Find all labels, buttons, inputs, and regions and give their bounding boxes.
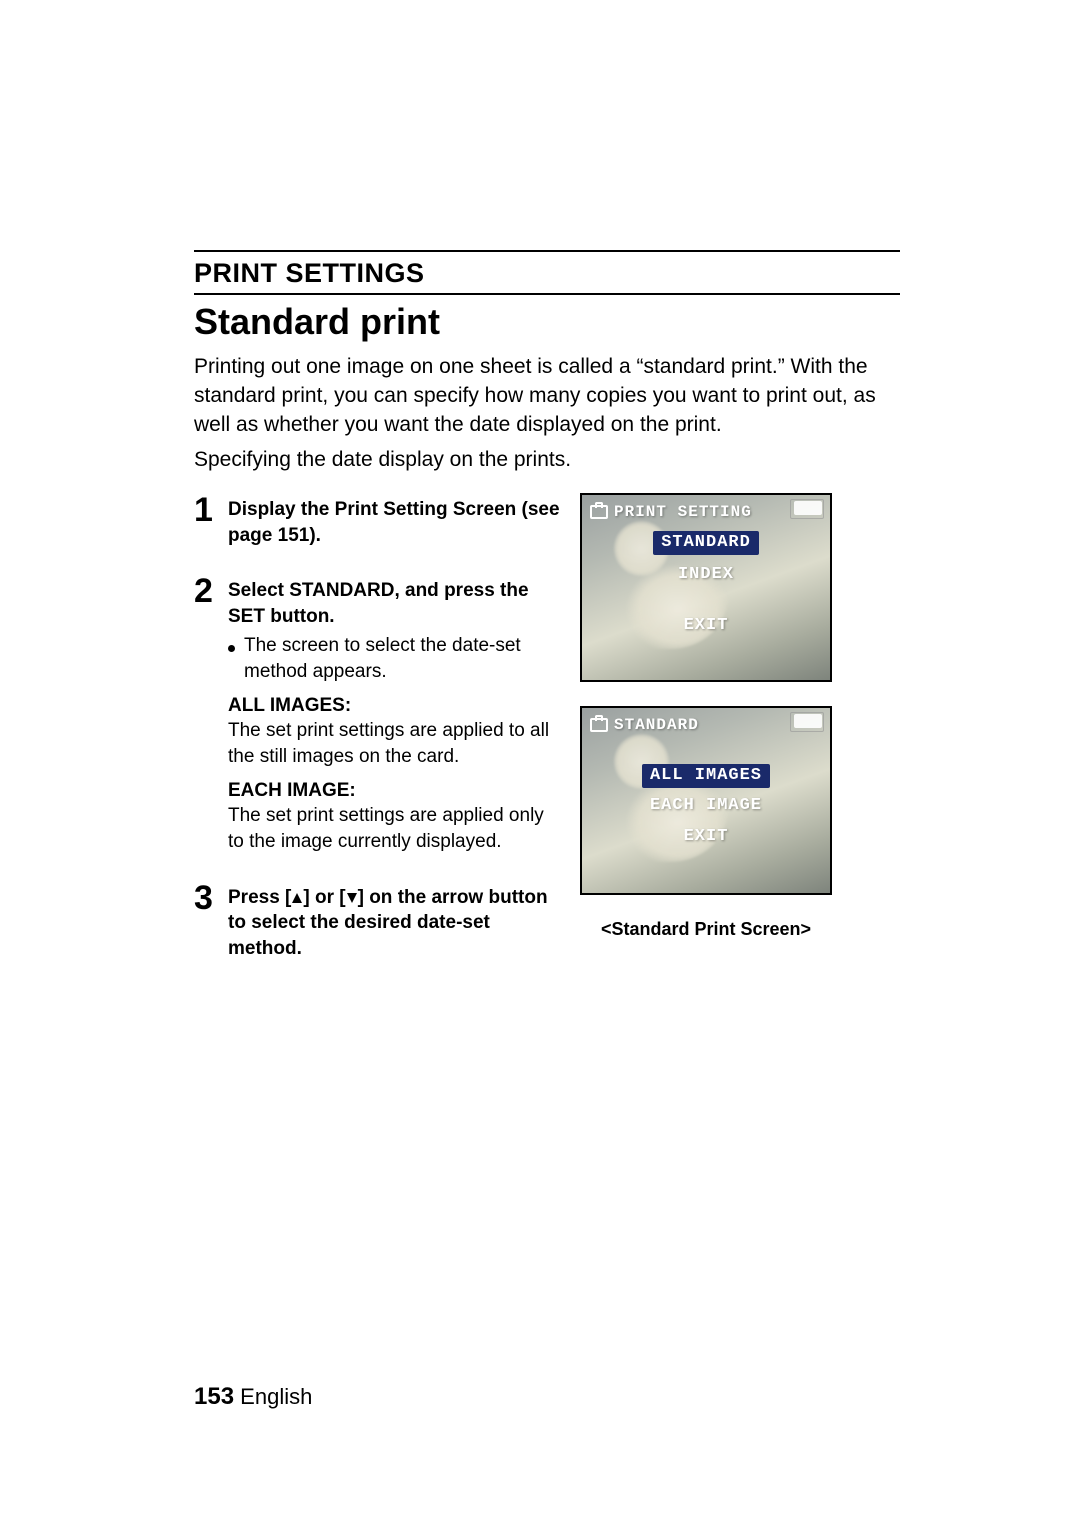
printer-icon xyxy=(590,505,608,519)
bullet-icon xyxy=(228,633,244,684)
menu-item-exit[interactable]: EXIT xyxy=(676,614,737,638)
each-image-label: EACH IMAGE: xyxy=(228,778,562,804)
page-footer: 153 English xyxy=(194,1383,312,1411)
screens-column: PRINT SETTING STANDARD INDEX EXIT STANDA… xyxy=(572,493,832,988)
manual-page: PRINT SETTINGS Standard print Printing o… xyxy=(0,0,1080,1529)
screen-caption: <Standard Print Screen> xyxy=(580,919,832,940)
step-3-pre: Press [ xyxy=(228,887,291,908)
triangle-down-icon xyxy=(346,892,358,904)
page-number: 153 xyxy=(194,1383,234,1410)
lcd-standard: STANDARD ALL IMAGES EACH IMAGE EXIT xyxy=(580,706,832,895)
content-columns: 1 Display the Print Setting Screen (see … xyxy=(194,493,900,988)
mid-rule xyxy=(194,293,900,295)
steps-column: 1 Display the Print Setting Screen (see … xyxy=(194,493,572,988)
lcd-print-setting: PRINT SETTING STANDARD INDEX EXIT xyxy=(580,493,832,682)
menu-item-standard[interactable]: STANDARD xyxy=(653,531,759,555)
page-title: Standard print xyxy=(194,301,900,343)
step-body: Select STANDARD, and press the SET butto… xyxy=(228,574,562,854)
battery-icon xyxy=(794,501,822,515)
step-1-text: Display the Print Setting Screen (see pa… xyxy=(228,499,560,546)
menu-item-each-image[interactable]: EACH IMAGE xyxy=(642,794,770,818)
menu-item-exit[interactable]: EXIT xyxy=(676,825,737,849)
step-1: 1 Display the Print Setting Screen (see … xyxy=(194,493,562,548)
menu-item-all-images[interactable]: ALL IMAGES xyxy=(642,764,770,788)
step-number: 2 xyxy=(194,574,228,854)
step-3-mid: ] or [ xyxy=(303,887,345,908)
lcd2-menu: ALL IMAGES EACH IMAGE EXIT xyxy=(582,762,830,883)
printer-icon xyxy=(590,718,608,732)
step-body: Press [] or [] on the arrow button to se… xyxy=(228,881,562,962)
step-3: 3 Press [] or [] on the arrow button to … xyxy=(194,881,562,962)
page-language: English xyxy=(240,1384,312,1409)
step-body: Display the Print Setting Screen (see pa… xyxy=(228,493,562,548)
step-3-text: Press [] or [] on the arrow button to se… xyxy=(228,887,548,959)
section-heading: PRINT SETTINGS xyxy=(194,258,900,289)
step-number: 3 xyxy=(194,881,228,962)
step-number: 1 xyxy=(194,493,228,548)
intro-paragraph: Printing out one image on one sheet is c… xyxy=(194,353,900,440)
step-2-sub-each-image: EACH IMAGE: The set print settings are a… xyxy=(228,778,562,855)
battery-icon xyxy=(794,714,822,728)
lcd1-title: PRINT SETTING xyxy=(614,503,752,521)
each-image-text: The set print settings are applied only … xyxy=(228,803,562,854)
lcd1-menu: STANDARD INDEX EXIT xyxy=(582,529,830,670)
step-2-bold: Select STANDARD, and press the SET butto… xyxy=(228,580,529,627)
step-2-bullet-text: The screen to select the date-set method… xyxy=(244,633,562,684)
step-2-sub-all-images: ALL IMAGES: The set print settings are a… xyxy=(228,693,562,770)
step-2: 2 Select STANDARD, and press the SET but… xyxy=(194,574,562,854)
triangle-up-icon xyxy=(291,892,303,904)
step-2-bullet: The screen to select the date-set method… xyxy=(228,633,562,684)
intro-line-2: Specifying the date display on the print… xyxy=(194,446,900,475)
all-images-text: The set print settings are applied to al… xyxy=(228,718,562,769)
all-images-label: ALL IMAGES: xyxy=(228,693,562,719)
top-rule xyxy=(194,250,900,252)
lcd2-title: STANDARD xyxy=(614,716,699,734)
menu-item-index[interactable]: INDEX xyxy=(670,563,742,587)
